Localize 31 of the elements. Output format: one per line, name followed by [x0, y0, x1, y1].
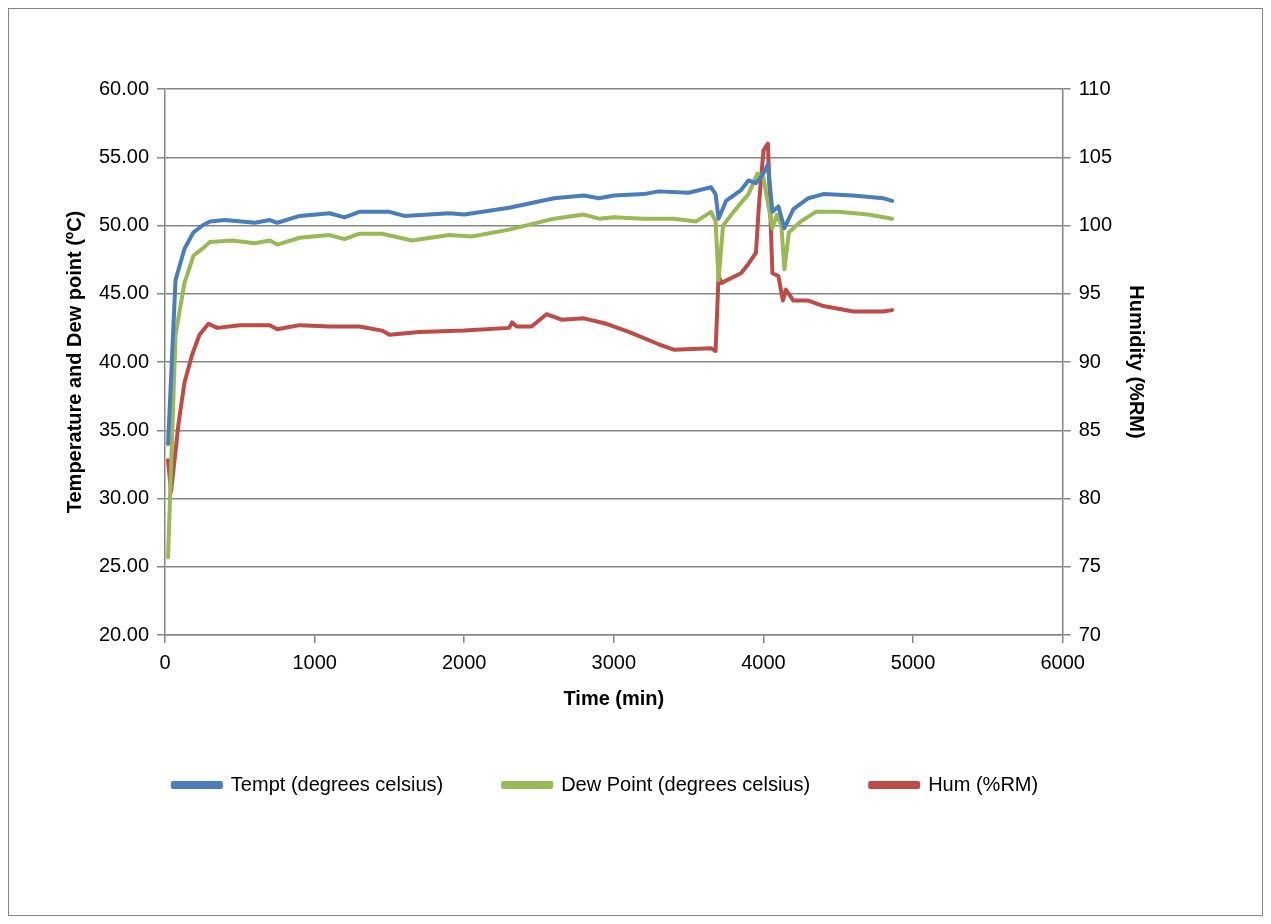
y2-tick-label: 80	[1078, 486, 1101, 509]
y2-tick-label: 105	[1078, 144, 1113, 167]
y-tick-label: 35.00	[98, 417, 150, 440]
x-tick-label: 1000	[292, 650, 337, 673]
legend-label: Dew Point (degrees celsius)	[561, 772, 811, 795]
y-tick-label: 25.00	[98, 554, 150, 577]
x-tick-label: 2000	[441, 650, 487, 673]
legend-label: Hum (%RM)	[928, 772, 1039, 795]
y-tick-label: 55.00	[98, 144, 150, 167]
x-tick-label: 6000	[1040, 650, 1085, 673]
y2-tick-label: 75	[1078, 554, 1101, 577]
y2-axis-title: Humidity (%RM)	[1126, 285, 1149, 439]
x-tick-label: 3000	[591, 650, 637, 673]
legend-label: Tempt (degrees celsius)	[230, 772, 444, 795]
y-tick-label: 50.00	[98, 213, 150, 236]
y-tick-label: 60.00	[98, 76, 150, 99]
y-tick-label: 30.00	[98, 486, 150, 509]
x-tick-label: 0	[159, 650, 171, 673]
y2-tick-label: 95	[1078, 281, 1101, 304]
x-tick-label: 5000	[890, 650, 936, 673]
y-axis-title: Temperature and Dew point (ºC)	[62, 210, 85, 514]
y2-tick-label: 70	[1078, 622, 1101, 645]
y2-tick-label: 90	[1078, 349, 1101, 372]
y2-tick-label: 85	[1078, 417, 1101, 440]
y-tick-label: 45.00	[98, 281, 150, 304]
x-tick-label: 4000	[741, 650, 786, 673]
y2-tick-label: 110	[1078, 76, 1111, 99]
y-tick-label: 20.00	[98, 622, 150, 645]
y2-tick-label: 100	[1078, 213, 1113, 236]
y-tick-label: 40.00	[98, 349, 150, 372]
x-axis-title: Time (min)	[563, 686, 665, 709]
